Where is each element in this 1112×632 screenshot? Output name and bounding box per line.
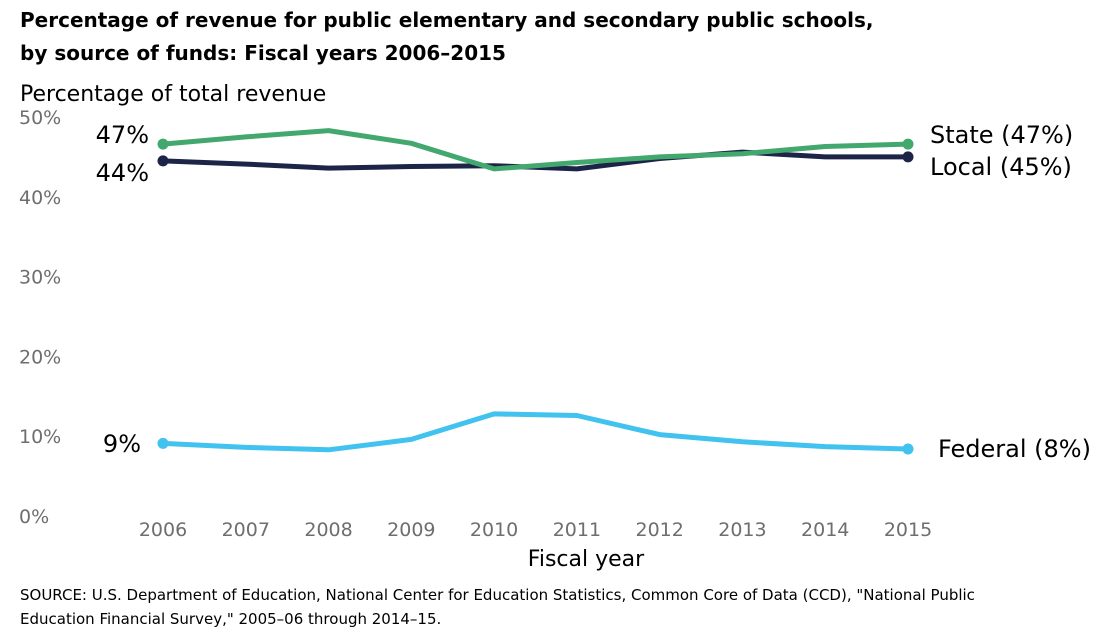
y-tick-label: 30% [19,267,61,289]
federal-start-label: 9% [103,430,141,458]
x-tick-label: 2008 [304,519,352,541]
x-tick-label: 2013 [718,519,766,541]
local-start-point [157,155,169,167]
federal-end-point [902,443,914,455]
y-tick-label: 50% [19,107,61,129]
local-end-point [902,151,914,163]
chart-title-line-2: by source of funds: Fiscal years 2006–20… [20,41,506,65]
local-start-label: 44% [96,159,149,187]
x-tick-label: 2014 [801,519,849,541]
local-end-label: Local (45%) [930,153,1072,181]
y-tick-label: 40% [19,187,61,209]
state-end-point [902,138,914,150]
y-tick-label: 20% [19,346,61,368]
federal-end-label: Federal (8%) [938,435,1091,463]
chart-title: Percentage of revenue for public element… [20,4,1100,70]
federal-start-point [157,437,169,449]
y-tick-label: 10% [19,426,61,448]
source-note: SOURCE: U.S. Department of Education, Na… [20,583,1100,631]
x-axis-title: Fiscal year [528,547,645,572]
x-tick-label: 2012 [635,519,683,541]
series-group [157,128,914,455]
y-axis-title: Percentage of total revenue [20,82,326,107]
state-series-line [160,128,911,172]
source-line-2: Education Financial Survey," 2005–06 thr… [20,610,442,628]
federal-series-line [160,411,911,453]
x-tick-label: 2010 [470,519,518,541]
y-axis-ticks: 0% 10% 20% 30% 40% 50% [19,107,61,528]
x-tick-label: 2007 [222,519,270,541]
y-tick-label: 0% [19,506,49,528]
x-tick-label: 2015 [884,519,932,541]
x-tick-label: 2011 [553,519,601,541]
series-labels: 47% State (47%) 44% Local (45%) 9% Federal (8… [96,121,1091,463]
state-end-label: State (47%) [930,121,1073,149]
x-tick-label: 2009 [387,519,435,541]
state-start-point [157,138,169,150]
x-axis-ticks: 2006 2007 2008 2009 2010 2011 2012 2013 2014 2015 [139,519,932,541]
x-tick-label: 2006 [139,519,187,541]
source-line-1: SOURCE: U.S. Department of Education, Na… [20,586,975,604]
chart-title-line-1: Percentage of revenue for public element… [20,8,874,32]
state-start-label: 47% [96,121,149,149]
